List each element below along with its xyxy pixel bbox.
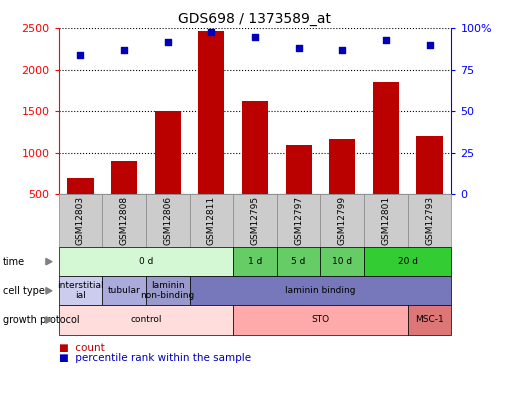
Text: time: time <box>3 257 24 266</box>
Bar <box>111 161 137 236</box>
Text: GSM12806: GSM12806 <box>163 196 172 245</box>
Point <box>381 37 389 43</box>
Bar <box>154 111 181 236</box>
Text: GSM12801: GSM12801 <box>381 196 389 245</box>
Bar <box>328 139 355 236</box>
Text: laminin
non-binding: laminin non-binding <box>140 281 194 301</box>
Polygon shape <box>46 317 52 323</box>
Point <box>207 28 215 35</box>
Bar <box>285 145 311 236</box>
Text: STO: STO <box>311 315 329 324</box>
Text: GSM12795: GSM12795 <box>250 196 259 245</box>
Bar <box>67 178 93 236</box>
Text: growth protocol: growth protocol <box>3 315 79 325</box>
Text: MSC-1: MSC-1 <box>414 315 443 324</box>
Text: GSM12797: GSM12797 <box>294 196 302 245</box>
Text: laminin binding: laminin binding <box>285 286 355 295</box>
Point <box>120 47 128 53</box>
Point <box>425 42 433 48</box>
Point <box>76 52 84 58</box>
Point <box>337 47 346 53</box>
Bar <box>241 101 268 236</box>
Text: control: control <box>130 315 161 324</box>
Text: GSM12793: GSM12793 <box>424 196 433 245</box>
Text: 10 d: 10 d <box>331 257 352 266</box>
Text: GSM12811: GSM12811 <box>207 196 215 245</box>
Text: cell type: cell type <box>3 286 44 296</box>
Text: 1 d: 1 d <box>247 257 262 266</box>
Point <box>250 33 259 40</box>
Text: 0 d: 0 d <box>138 257 153 266</box>
Bar <box>416 136 442 236</box>
Point <box>294 45 302 51</box>
Text: ■  percentile rank within the sample: ■ percentile rank within the sample <box>59 353 250 363</box>
Text: interstitial
ial: interstitial ial <box>57 281 103 301</box>
Text: 20 d: 20 d <box>397 257 417 266</box>
Polygon shape <box>46 258 52 265</box>
Text: ■  count: ■ count <box>59 343 104 353</box>
Text: GSM12799: GSM12799 <box>337 196 346 245</box>
Text: GSM12803: GSM12803 <box>76 196 85 245</box>
Bar <box>198 31 224 236</box>
Bar <box>372 82 398 236</box>
Point <box>163 38 172 45</box>
Text: 5 d: 5 d <box>291 257 305 266</box>
Polygon shape <box>46 288 52 294</box>
Text: tubular: tubular <box>107 286 140 295</box>
Title: GDS698 / 1373589_at: GDS698 / 1373589_at <box>178 12 331 26</box>
Text: GSM12808: GSM12808 <box>120 196 128 245</box>
